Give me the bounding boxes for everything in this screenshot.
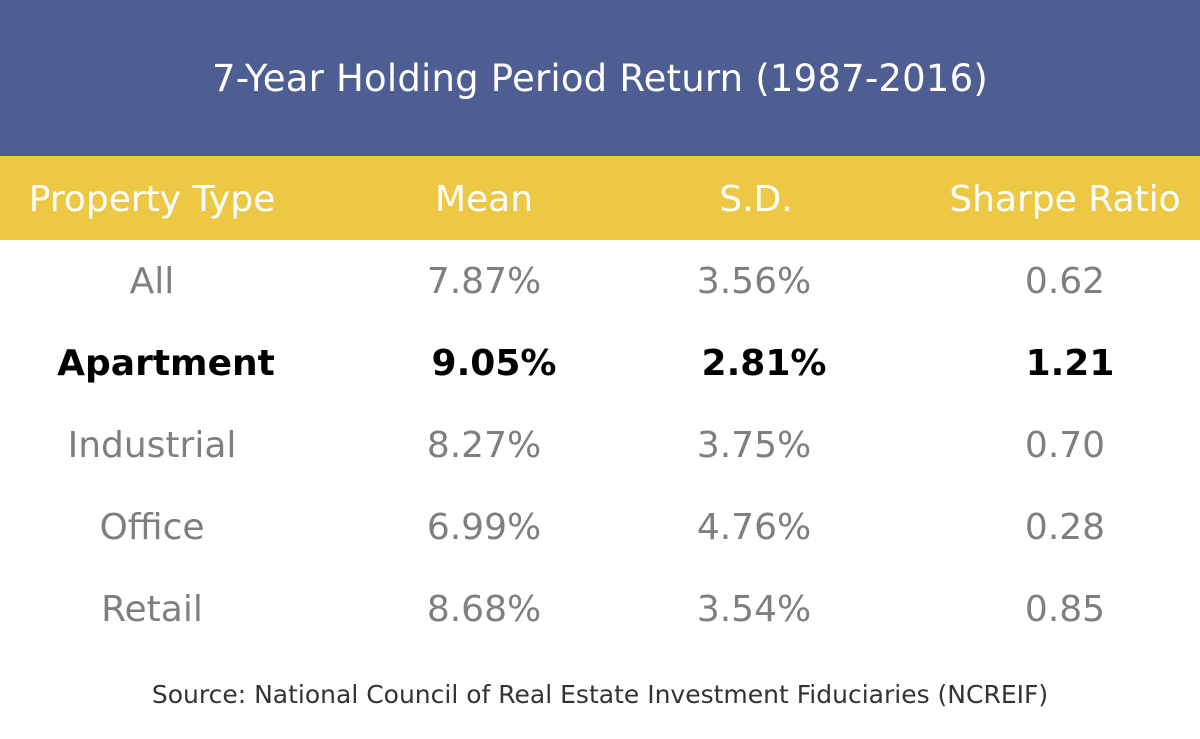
cell-property-type: All [129, 261, 175, 302]
cell-mean: 6.99% [426, 507, 542, 548]
cell-sharpe-ratio: 0.70 [1024, 425, 1106, 466]
table-title: 7-Year Holding Period Return (1987-2016) [211, 56, 989, 100]
cell-property-type: Retail [101, 589, 203, 630]
cell-mean: 8.27% [426, 425, 542, 466]
cell-sharpe-ratio: 0.28 [1024, 507, 1106, 548]
table-title-bar: 7-Year Holding Period Return (1987-2016) [0, 0, 1200, 156]
cell-sd: 2.81% [701, 343, 827, 384]
header-sharpe-ratio: Sharpe Ratio [949, 179, 1181, 220]
cell-sd: 3.75% [696, 425, 812, 466]
header-mean: Mean [434, 179, 534, 220]
cell-property-type: Apartment [57, 343, 275, 384]
cell-sharpe-ratio: 1.21 [1025, 343, 1115, 384]
table-row: Industrial 8.27% 3.75% 0.70 [0, 404, 1200, 486]
header-property-type: Property Type [28, 179, 276, 220]
cell-sd: 3.54% [696, 589, 812, 630]
cell-sd: 4.76% [696, 507, 812, 548]
cell-sharpe-ratio: 0.85 [1024, 589, 1106, 630]
table-row: Retail 8.68% 3.54% 0.85 [0, 568, 1200, 650]
table-row: Apartment 9.05% 2.81% 1.21 [0, 322, 1200, 404]
table-header-row: Property Type Mean S.D. Sharpe Ratio [0, 156, 1200, 240]
cell-property-type: Office [99, 507, 205, 548]
cell-sd: 3.56% [696, 261, 812, 302]
cell-mean: 7.87% [426, 261, 542, 302]
cell-mean: 9.05% [431, 343, 557, 384]
table-row: All 7.87% 3.56% 0.62 [0, 240, 1200, 322]
cell-property-type: Industrial [67, 425, 237, 466]
header-sd: S.D. [719, 179, 793, 220]
cell-mean: 8.68% [426, 589, 542, 630]
source-note: Source: National Council of Real Estate … [151, 680, 1049, 709]
table-row: Office 6.99% 4.76% 0.28 [0, 486, 1200, 568]
cell-sharpe-ratio: 0.62 [1024, 261, 1106, 302]
